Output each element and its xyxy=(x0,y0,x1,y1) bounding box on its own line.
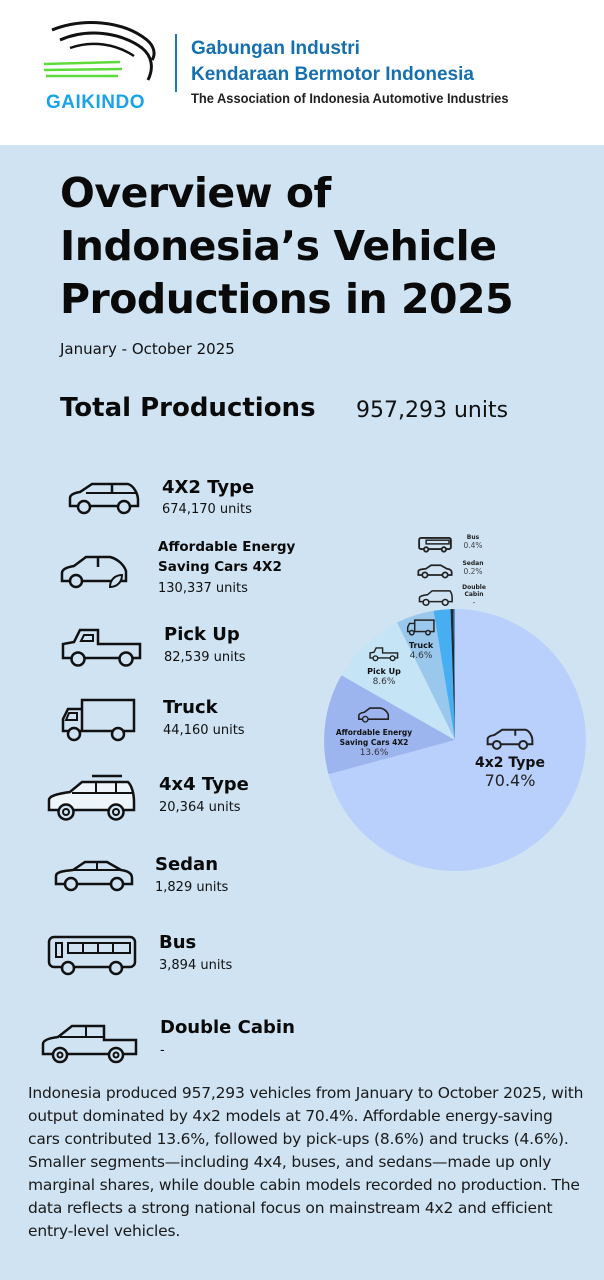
category-units: 82,539 units xyxy=(164,650,246,665)
pie-label-double-cabin: Double Cabin - xyxy=(457,584,491,607)
infographic-body: Overview of Indonesia’s Vehicle Producti… xyxy=(0,145,604,1280)
category-name: 4x4 Type xyxy=(159,774,249,795)
pie-label-pickup: Pick Up 8.6% xyxy=(364,646,404,687)
category-name: 4X2 Type xyxy=(162,477,255,498)
logo-divider xyxy=(175,34,177,92)
pie-label-name: Affordable Energy xyxy=(335,728,413,737)
category-double-cabin: Double Cabin - xyxy=(0,1010,320,1065)
category-name: Truck xyxy=(163,697,218,718)
org-name-line1: Gabungan Industri xyxy=(191,38,360,59)
pie-label-lcgc: Affordable Energy Saving Cars 4X2 13.6% xyxy=(330,706,418,758)
truck-icon xyxy=(61,698,136,742)
pie-label-name: Double xyxy=(462,584,486,591)
category-name: Pick Up xyxy=(164,624,240,645)
category-name: Affordable Energy Saving Cars 4X2 xyxy=(158,539,296,575)
suv-icon xyxy=(486,728,534,750)
pie-label-sedan: Sedan 0.2% xyxy=(457,560,489,576)
category-units: 1,829 units xyxy=(155,880,229,895)
pie-slice-4x4 xyxy=(433,609,455,740)
pie-label-truck: Truck 4.6% xyxy=(400,619,442,661)
production-pie-chart xyxy=(324,608,586,871)
pie-slice-pickup xyxy=(341,622,455,740)
category-units: 130,337 units xyxy=(158,581,248,596)
pie-label-name: Bus xyxy=(466,534,480,541)
period-subtitle: January - October 2025 xyxy=(60,340,235,358)
pickup-icon xyxy=(61,628,142,667)
suv-icon xyxy=(68,482,140,515)
gaikindo-logo-icon xyxy=(43,21,156,81)
total-productions-value: 957,293 units xyxy=(356,398,509,423)
pie-label-pct: 70.4% xyxy=(484,771,536,790)
category-truck: Truck 44,160 units xyxy=(0,695,320,745)
pie-slice-4x2 xyxy=(328,609,586,871)
category-pickup: Pick Up 82,539 units xyxy=(0,620,320,670)
pie-label-pct: 4.6% xyxy=(409,651,433,661)
category-4x2: 4X2 Type 674,170 units xyxy=(0,475,320,525)
category-bus: Bus 3,894 units xyxy=(0,930,320,980)
offroad-suv-icon xyxy=(47,774,136,821)
header: GAIKINDO Gabungan Industri Kendaraan Ber… xyxy=(0,0,604,145)
category-name: Sedan xyxy=(155,854,219,875)
double-cabin-icon xyxy=(41,1024,138,1064)
category-units: 3,894 units xyxy=(159,958,233,973)
page-title: Overview of Indonesia’s Vehicle Producti… xyxy=(60,169,514,323)
pie-label-pct: 13.6% xyxy=(359,748,389,758)
category-name: Bus xyxy=(159,932,197,953)
pie-label-name: Pick Up xyxy=(367,667,401,676)
category-units: 20,364 units xyxy=(159,800,241,815)
bus-icon xyxy=(418,537,452,553)
total-productions-label: Total Productions xyxy=(60,393,316,423)
eco-car-icon xyxy=(358,707,390,723)
bus-icon xyxy=(47,935,137,976)
pie-label-pct: 0.4% xyxy=(463,541,483,550)
pickup-icon xyxy=(369,647,399,662)
pie-label-pct: 0.2% xyxy=(463,567,483,576)
pie-label-name: Sedan xyxy=(462,560,484,567)
pie-label-name: Cabin xyxy=(464,591,484,598)
pie-slice-lcgc xyxy=(324,675,455,775)
pie-label-bus: Bus 0.4% xyxy=(458,534,488,550)
pie-label-name: Saving Cars 4X2 xyxy=(339,738,409,747)
double-cabin-icon xyxy=(418,590,453,607)
eco-car-icon xyxy=(60,555,128,589)
truck-icon xyxy=(406,619,435,636)
category-name: Double Cabin xyxy=(160,1017,295,1038)
category-units: 44,160 units xyxy=(163,723,245,738)
pie-label-pct: 8.6% xyxy=(372,677,396,687)
summary-paragraph: Indonesia produced 957,293 vehicles from… xyxy=(28,1084,584,1240)
category-sedan: Sedan 1,829 units xyxy=(0,850,320,900)
category-units: - xyxy=(160,1043,165,1058)
pie-slice-truck xyxy=(397,610,455,740)
pie-label-name: Truck xyxy=(408,641,434,650)
org-subtitle: The Association of Indonesia Automotive … xyxy=(191,90,509,106)
pie-slice-bus xyxy=(450,609,455,740)
pie-label-name: 4x2 Type xyxy=(475,755,545,771)
sedan-icon xyxy=(417,564,453,579)
category-lcgc: Affordable Energy Saving Cars 4X2 130,33… xyxy=(0,535,320,605)
pie-label-pct: - xyxy=(472,598,476,607)
sedan-icon xyxy=(54,860,134,892)
logo-text: GAIKINDO xyxy=(46,92,145,113)
category-4x4: 4x4 Type 20,364 units xyxy=(0,770,320,830)
pie-label-4x2: 4x2 Type 70.4% xyxy=(470,727,550,790)
category-units: 674,170 units xyxy=(162,502,252,517)
org-name-line2: Kendaraan Bermotor Indonesia xyxy=(191,64,474,85)
